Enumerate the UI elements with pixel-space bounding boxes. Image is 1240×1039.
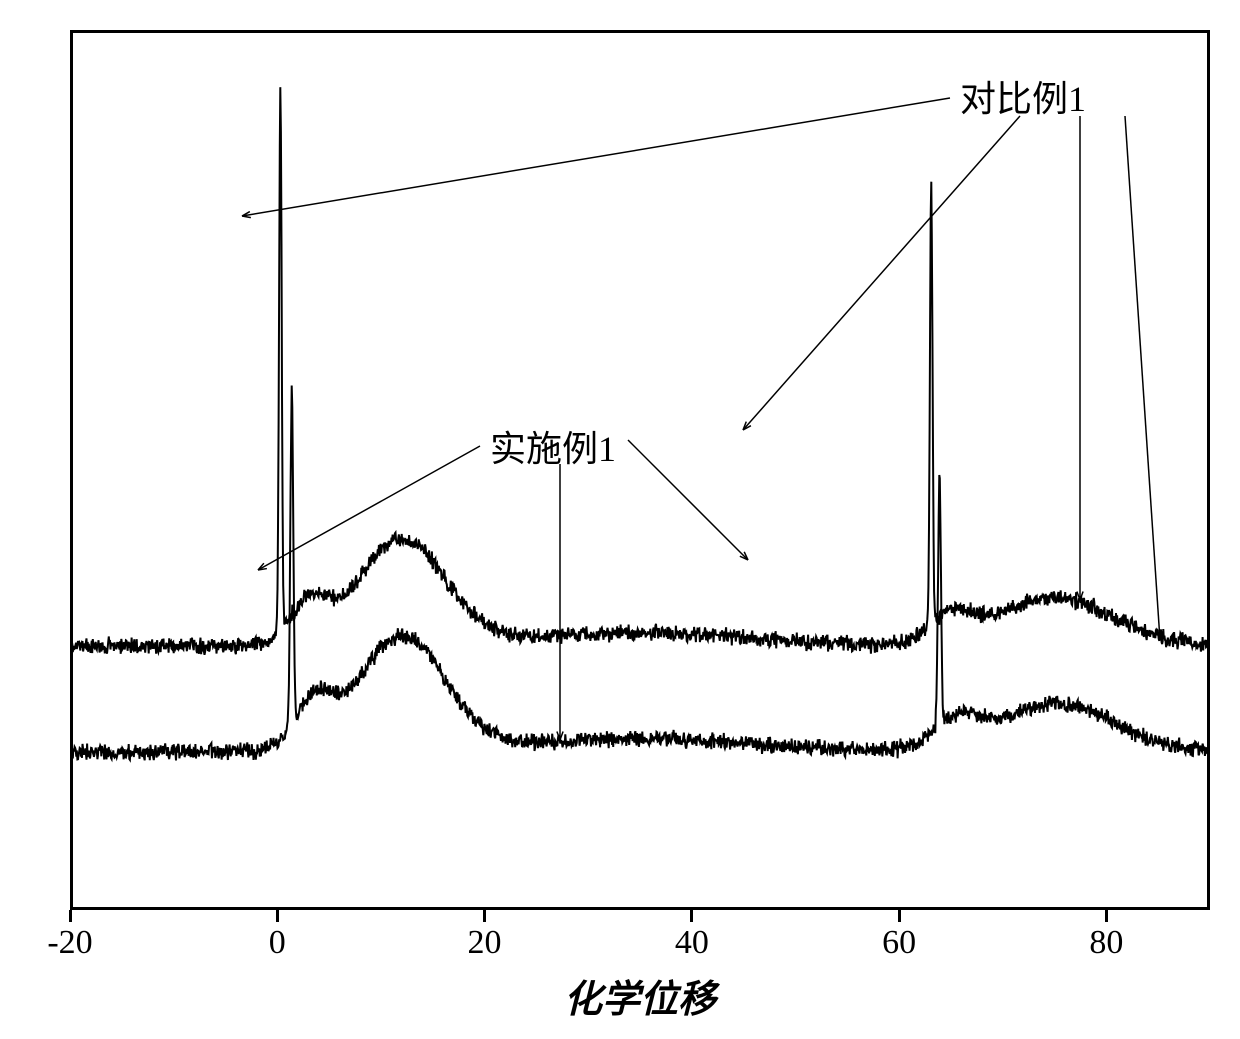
x-tick — [483, 910, 486, 922]
x-tick-label: 0 — [269, 924, 286, 962]
annotation-example1_label: 实施例1 — [490, 420, 616, 472]
x-tick-label: -20 — [47, 924, 92, 962]
x-tick — [1105, 910, 1108, 922]
x-tick — [69, 910, 72, 922]
nmr-chart: -20020406080化学位移对比例1实施例1 — [20, 20, 1220, 1019]
x-tick — [276, 910, 279, 922]
x-tick-label: 80 — [1089, 924, 1123, 962]
x-axis-title: 化学位移 — [564, 968, 716, 1023]
annotation-comparative1_label: 对比例1 — [960, 70, 1086, 122]
spectrum-example1 — [70, 386, 1210, 761]
spectrum-comparative1 — [70, 87, 1210, 655]
x-tick-label: 20 — [468, 924, 502, 962]
x-tick — [898, 910, 901, 922]
x-tick-label: 60 — [882, 924, 916, 962]
x-tick-label: 40 — [675, 924, 709, 962]
x-tick — [690, 910, 693, 922]
spectrum-svg — [20, 20, 1220, 1019]
